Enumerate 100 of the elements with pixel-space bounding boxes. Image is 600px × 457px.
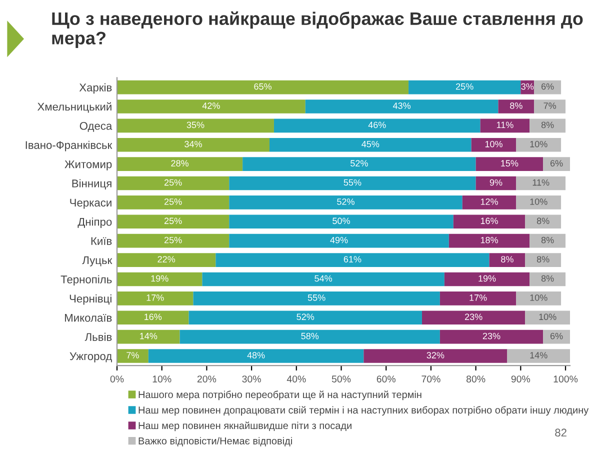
data-label: 46% [368, 122, 386, 128]
y-tick-label: Київ [91, 237, 112, 245]
bar [525, 214, 562, 229]
bar [117, 138, 270, 152]
data-label: 9% [490, 179, 502, 186]
bar [216, 253, 490, 267]
bar [480, 118, 530, 133]
data-label: 58% [301, 332, 319, 340]
bar [516, 196, 562, 210]
data-label: 22% [158, 256, 176, 262]
legend-label: Важко відповісти/Немає відповіді [138, 437, 292, 446]
data-label: 8% [541, 275, 554, 282]
data-label: 10% [485, 140, 502, 148]
data-label: 35% [186, 122, 204, 128]
data-label: 17% [146, 294, 164, 301]
bar [117, 214, 230, 229]
data-label: 28% [171, 160, 189, 166]
data-label: 12% [480, 198, 498, 205]
bar [498, 100, 534, 114]
bar [448, 234, 530, 248]
bar [489, 253, 526, 267]
data-label: 17% [470, 294, 487, 301]
data-label: 55% [308, 294, 326, 301]
data-label: 42% [202, 102, 220, 109]
data-label: 16% [480, 218, 498, 224]
x-tick-label: 50% [332, 376, 351, 382]
x-tick-label: 80% [466, 376, 486, 382]
x-tick-label: 70% [422, 376, 440, 382]
bar [453, 214, 526, 229]
bar [476, 157, 544, 171]
data-label: 23% [464, 314, 482, 320]
data-label: 25% [164, 179, 182, 186]
y-tick-label: Львів [84, 332, 112, 341]
bar [440, 292, 516, 306]
data-label: 54% [314, 275, 332, 282]
bar [507, 349, 570, 363]
text: 82 [555, 428, 566, 437]
bar [180, 330, 440, 344]
bar [364, 349, 508, 363]
bar [530, 272, 566, 286]
data-label: 11% [532, 179, 550, 186]
x-tick-label: 40% [286, 376, 306, 382]
data-label: 6% [542, 83, 554, 90]
bar [534, 100, 566, 114]
bar [516, 292, 562, 306]
bar [117, 349, 148, 363]
bar [530, 118, 566, 133]
data-label: 65% [254, 83, 272, 90]
data-label: 8% [536, 218, 550, 224]
bar [422, 310, 526, 325]
bar [229, 176, 476, 190]
bar [117, 100, 306, 114]
bar [543, 157, 570, 171]
data-label: 25% [164, 236, 182, 244]
bar [242, 157, 476, 171]
x-tick-label: 10% [152, 376, 172, 382]
bar [117, 80, 409, 94]
data-label: 8% [541, 122, 554, 128]
data-label: 32% [426, 352, 444, 358]
y-tick-label: Миколаїв [65, 314, 112, 322]
data-label: 10% [539, 314, 556, 320]
bar [525, 253, 562, 267]
data-label: 7% [126, 352, 139, 358]
bar [444, 272, 530, 286]
y-tick-label: Харків [79, 83, 112, 94]
data-label: 49% [330, 236, 348, 244]
data-label: 19% [151, 275, 168, 282]
bar [117, 196, 230, 210]
y-tick-label: Житомир [64, 160, 112, 170]
y-tick-label: Хмельницький [37, 102, 112, 113]
data-label: 10% [530, 198, 548, 205]
bar [117, 253, 216, 267]
x-tick-label: 30% [242, 376, 261, 382]
data-label: 61% [344, 256, 362, 262]
data-label: 25% [164, 218, 182, 224]
data-label: 11% [496, 122, 514, 128]
data-label: 6% [550, 160, 563, 166]
data-label: 8% [541, 236, 554, 244]
legend-label: Наш мер повинен якнайшвидше піти з посади [138, 422, 352, 432]
bar [516, 176, 566, 190]
data-label: 14% [140, 332, 158, 340]
bar [117, 330, 180, 344]
data-label: 8% [510, 102, 522, 109]
bar [543, 330, 570, 344]
bar [117, 157, 243, 171]
data-label: 55% [344, 179, 362, 186]
data-label: 16% [144, 314, 162, 320]
bar [229, 234, 449, 248]
y-tick-label: Черкаси [70, 198, 112, 209]
data-label: 48% [247, 352, 265, 358]
bar [305, 100, 498, 114]
bar [117, 310, 189, 325]
data-label: 34% [184, 140, 202, 148]
bar [193, 292, 440, 306]
x-tick-label: 0% [110, 376, 124, 382]
x-tick-label: 60% [376, 376, 396, 382]
bar [117, 118, 274, 133]
data-label: 25% [456, 83, 474, 90]
data-label: 18% [480, 236, 498, 244]
data-label: 3% [521, 83, 534, 90]
